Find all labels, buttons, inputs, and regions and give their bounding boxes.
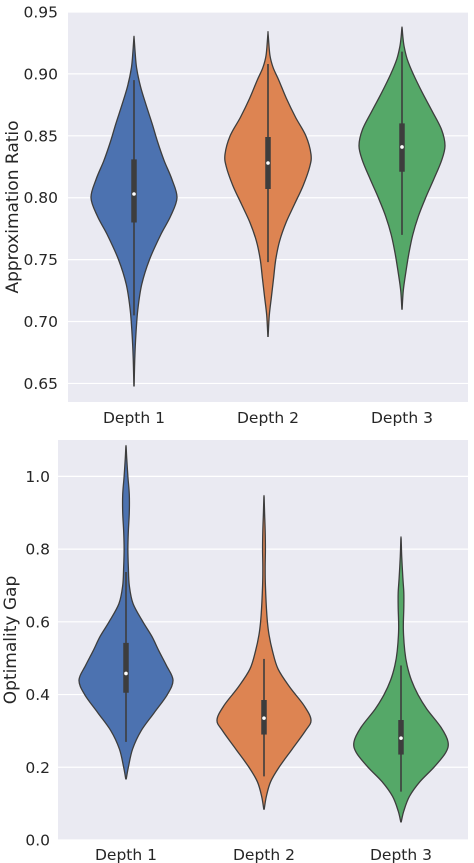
violin-depth-2 (216, 494, 312, 810)
violin-median (124, 671, 128, 676)
violin-median (400, 145, 404, 149)
x-tick-label: Depth 2 (237, 409, 299, 427)
violin-median (266, 161, 270, 165)
y-tick-label: 0.6 (25, 613, 50, 631)
x-tick-label: Depth 2 (233, 846, 295, 863)
x-tick-label: Depth 1 (95, 846, 157, 863)
y-tick-label: 0.4 (25, 686, 50, 704)
y-tick-label: 0.80 (23, 189, 58, 207)
y-tick-label: 0.85 (23, 127, 58, 145)
x-tick-label: Depth 1 (103, 409, 165, 427)
violin-median (132, 192, 136, 196)
optimality-gap-panel: 0.0 0.2 0.4 0.6 0.8 1.0 Optimality Gap Depth 1 D… (1, 440, 468, 863)
y-tick-label: 1.0 (25, 468, 50, 486)
y-tick-label: 0.0 (25, 832, 50, 850)
y-tick-label: 0.2 (25, 759, 50, 777)
x-tick-label: Depth 3 (371, 409, 433, 427)
y-tick-label: 0.70 (23, 313, 58, 331)
y-tick-label: 0.65 (23, 375, 58, 393)
violin-median (399, 736, 403, 740)
y-tick-label: 0.75 (23, 251, 58, 269)
y-tick-label: 0.90 (23, 65, 58, 83)
violin-median (262, 716, 266, 720)
x-tick-label: Depth 3 (370, 846, 432, 863)
y-tick-label: 0.8 (25, 541, 50, 559)
approximation-ratio-panel: 0.65 0.70 0.75 0.80 0.85 0.90 0.95 Approximatio… (3, 4, 468, 427)
y-axis-label: Approximation Ratio (3, 120, 23, 293)
y-axis-label: Optimality Gap (1, 576, 21, 705)
y-tick-label: 0.95 (23, 4, 58, 22)
